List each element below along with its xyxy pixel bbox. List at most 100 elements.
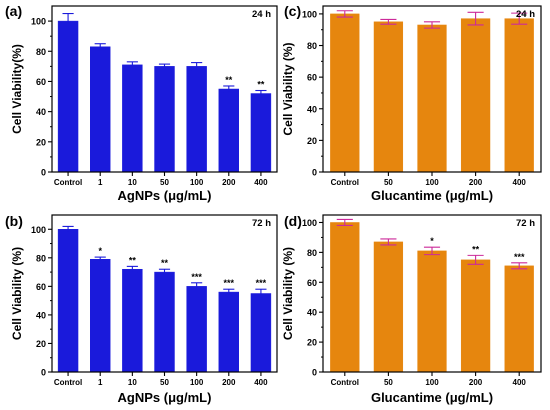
- x-tick-label-2: 10: [128, 178, 137, 187]
- bar-5: [218, 88, 240, 173]
- y-tick-label-0: 0: [41, 168, 46, 178]
- x-tick-label-4: 400: [513, 178, 527, 187]
- y-tick-label-2: 40: [307, 308, 317, 318]
- y-tick-label-2: 40: [307, 104, 317, 114]
- x-tick-label-0: Control: [54, 178, 82, 187]
- error-bar-5: [223, 85, 235, 93]
- bar-2: [122, 268, 143, 373]
- error-bar-3: [158, 63, 171, 70]
- error-bar-1: [94, 256, 106, 262]
- y-tick-label-1: 20: [307, 338, 317, 348]
- y-tick-label-4: 80: [36, 47, 46, 57]
- error-bar-2: [423, 246, 441, 256]
- error-bar-4: [191, 62, 203, 71]
- y-tick-label-0: 0: [312, 168, 317, 178]
- y-tick-label-5: 100: [302, 218, 317, 228]
- x-tick-label-3: 50: [160, 378, 169, 387]
- bar-1: [90, 259, 111, 373]
- bar-3: [460, 18, 491, 173]
- y-tick-label-0: 0: [41, 368, 46, 378]
- error-bar-5: [223, 288, 235, 296]
- x-tick-label-0: Control: [331, 178, 359, 187]
- bar-3: [154, 66, 175, 173]
- error-bar-6: [255, 288, 267, 299]
- error-bar-0: [336, 10, 353, 18]
- bar-4: [186, 286, 207, 373]
- error-bar-4: [191, 282, 203, 291]
- bar-6: [250, 293, 272, 373]
- y-tick-label-3: 60: [36, 282, 46, 292]
- bar-0: [57, 20, 79, 173]
- panel-letter: (a): [5, 3, 22, 19]
- error-bar-2: [423, 21, 441, 29]
- panel-letter: (c): [284, 3, 301, 19]
- x-tick-label-5: 200: [222, 178, 236, 187]
- error-bar-1: [94, 43, 106, 51]
- bar-1: [373, 241, 404, 373]
- y-tick-label-0: 0: [312, 368, 317, 378]
- bar-6: [250, 93, 272, 173]
- bar-4: [186, 66, 207, 173]
- y-axis-title: Cell Viability (%): [10, 247, 24, 340]
- x-tick-label-2: 100: [425, 178, 439, 187]
- bar-4: [504, 265, 534, 373]
- x-axis-title: Glucantime (μg/mL): [371, 390, 493, 405]
- significance-label-4: ***: [514, 252, 525, 262]
- x-tick-label-6: 400: [254, 178, 268, 187]
- time-label: 24 h: [516, 9, 535, 20]
- x-tick-label-4: 400: [513, 378, 527, 387]
- y-tick-label-3: 60: [36, 77, 46, 87]
- significance-label-2: **: [129, 255, 137, 265]
- y-axis-title: Cell Viability (%): [281, 247, 295, 340]
- significance-label-2: *: [430, 236, 434, 246]
- bar-4: [504, 18, 534, 173]
- x-tick-label-2: 100: [425, 378, 439, 387]
- error-bar-2: [126, 265, 138, 273]
- x-axis-title: Glucantime (μg/mL): [371, 188, 493, 203]
- bar-0: [57, 229, 79, 373]
- panel-letter: (b): [5, 213, 23, 229]
- y-tick-label-4: 80: [307, 248, 317, 258]
- significance-label-5: ***: [224, 278, 235, 288]
- panel-letter: (d): [284, 213, 302, 229]
- bar-2: [122, 64, 143, 173]
- y-tick-label-1: 20: [36, 137, 46, 147]
- error-bar-0: [62, 225, 74, 233]
- significance-label-6: **: [257, 80, 265, 90]
- error-bar-6: [255, 89, 267, 98]
- panel-a: ** ** 0 20 40 60 80 100 Control 1 10 50 100 200 400 AgN…: [5, 3, 278, 203]
- significance-label-6: ***: [256, 278, 267, 288]
- y-tick-label-3: 60: [307, 73, 317, 83]
- error-bar-4: [511, 262, 528, 270]
- y-tick-label-4: 80: [307, 41, 317, 51]
- significance-label-3: **: [161, 258, 169, 268]
- y-axis-title: Cell Viability (%): [281, 42, 295, 135]
- y-tick-label-1: 20: [307, 136, 317, 146]
- y-tick-label-2: 40: [36, 310, 46, 320]
- x-tick-label-3: 200: [469, 378, 483, 387]
- significance-label-3: **: [472, 244, 480, 254]
- error-bar-1: [380, 238, 397, 246]
- time-label: 72 h: [252, 218, 271, 229]
- y-tick-label-5: 100: [31, 225, 46, 235]
- x-tick-label-0: Control: [54, 378, 82, 387]
- significance-label-4: ***: [191, 272, 202, 282]
- x-tick-label-5: 200: [222, 378, 236, 387]
- x-axis-title: AgNPs (μg/mL): [118, 188, 212, 203]
- bar-0: [330, 13, 360, 173]
- error-bar-3: [467, 254, 484, 265]
- error-bar-0: [336, 218, 353, 227]
- error-bar-3: [158, 268, 171, 276]
- bar-2: [417, 250, 447, 373]
- y-tick-label-5: 100: [31, 17, 46, 27]
- error-bar-1: [380, 18, 397, 25]
- bar-0: [330, 222, 360, 373]
- error-bar-4: [511, 12, 528, 25]
- time-label: 72 h: [516, 218, 535, 229]
- x-tick-label-3: 200: [469, 178, 483, 187]
- x-tick-label-3: 50: [160, 178, 169, 187]
- x-tick-label-2: 10: [128, 378, 137, 387]
